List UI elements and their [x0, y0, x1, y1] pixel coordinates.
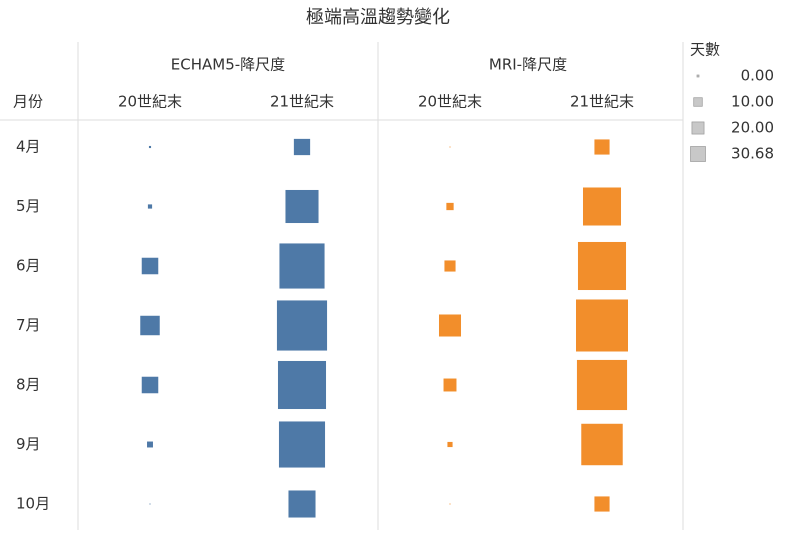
- square: [594, 139, 610, 155]
- square: [140, 315, 160, 336]
- square: [594, 496, 610, 512]
- legend-square: [693, 97, 703, 107]
- square: [277, 360, 327, 410]
- square: [443, 378, 457, 392]
- square: [581, 423, 623, 466]
- square: [141, 257, 159, 275]
- square: [147, 204, 153, 209]
- row-label: 10月: [16, 495, 50, 513]
- group-label: MRI-降尺度: [489, 56, 567, 74]
- square: [449, 503, 451, 505]
- square: [577, 241, 627, 291]
- square: [446, 202, 454, 211]
- square: [576, 359, 628, 411]
- square: [444, 260, 456, 272]
- square: [147, 441, 153, 448]
- row-label: 6月: [16, 257, 41, 275]
- chart-title: 極端高溫趨勢變化: [306, 7, 450, 28]
- row-label: 5月: [16, 197, 41, 215]
- square: [279, 243, 325, 289]
- square: [141, 376, 159, 394]
- column-label: 20世紀末: [118, 93, 182, 111]
- square: [447, 441, 453, 448]
- legend-label: 30.68: [731, 145, 774, 163]
- row-label: 7月: [16, 316, 41, 334]
- group-label: ECHAM5-降尺度: [171, 56, 285, 74]
- row-label: 8月: [16, 376, 41, 394]
- square: [576, 299, 628, 352]
- row-header: 月份: [13, 93, 43, 111]
- row-label: 9月: [16, 435, 41, 453]
- legend-label: 10.00: [731, 93, 774, 111]
- legend-square: [690, 146, 706, 162]
- square: [285, 189, 319, 224]
- column-label: 20世紀末: [418, 93, 482, 111]
- legend-square: [696, 74, 700, 78]
- column-label: 21世紀末: [270, 93, 334, 111]
- legend-square: [691, 121, 705, 135]
- square: [148, 145, 152, 149]
- square: [288, 490, 316, 518]
- square: [149, 503, 151, 505]
- square: [276, 300, 328, 351]
- legend-label: 20.00: [731, 119, 774, 137]
- legend-title: 天數: [690, 41, 720, 59]
- row-label: 4月: [16, 138, 41, 156]
- square: [449, 146, 451, 148]
- square: [582, 187, 622, 226]
- square: [438, 314, 462, 337]
- square: [278, 421, 326, 468]
- column-label: 21世紀末: [570, 93, 634, 111]
- legend-label: 0.00: [741, 67, 774, 85]
- square: [293, 138, 311, 156]
